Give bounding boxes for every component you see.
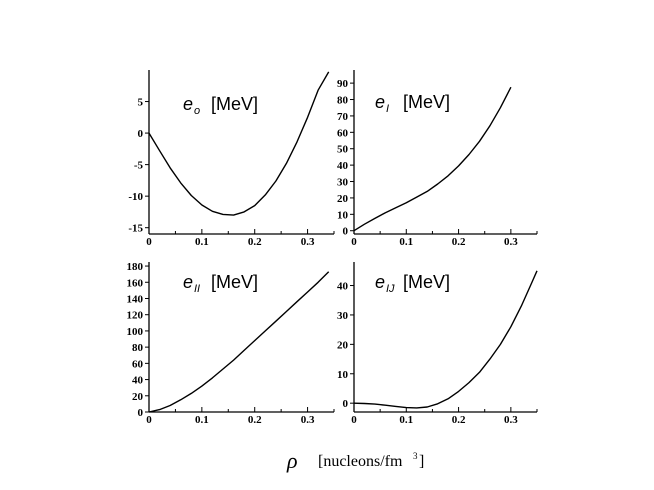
x-axis-units: [nucleons/fm <box>318 453 403 470</box>
x-tick-label: 0.1 <box>399 236 413 248</box>
y-tick-label: 100 <box>127 326 144 338</box>
y-tick-label: 5 <box>138 97 144 109</box>
panel-title-symbol: e <box>375 272 385 292</box>
y-tick-label: 140 <box>127 293 144 305</box>
x-tick-label: 0.3 <box>301 414 315 426</box>
panel-title-symbol: e <box>183 94 193 114</box>
y-tick-label: 50 <box>337 144 349 156</box>
panel-title: e IJ [MeV] <box>375 272 450 295</box>
x-axis-units-close: ] <box>419 453 424 470</box>
y-tick-label: 0 <box>343 398 349 410</box>
x-tick-label: 0.1 <box>195 236 209 248</box>
x-tick-label: 0 <box>146 236 152 248</box>
y-tick-label: 0 <box>138 128 144 140</box>
y-tick-label: 30 <box>337 177 349 189</box>
y-tick-label: 60 <box>337 127 349 139</box>
series-line <box>148 71 330 216</box>
y-tick-label: 120 <box>127 310 144 322</box>
x-tick-label: 0 <box>146 414 152 426</box>
panel-title-unit: [MeV] <box>211 272 258 292</box>
panel-title-subscript: II <box>194 283 200 295</box>
y-tick-label: 90 <box>337 78 349 90</box>
series-line <box>353 86 512 232</box>
panel-1: 0 0.1 0.2 0.3 5 0 -5 -10 -15 e o [MeV] <box>128 70 335 248</box>
x-tick-label: 0.2 <box>248 414 262 426</box>
x-axis-symbol: ρ <box>286 448 298 473</box>
x-tick-label: 0.1 <box>399 414 413 426</box>
y-tick-label: 0 <box>138 407 144 419</box>
panel-4: 0 0.1 0.2 0.3 40 30 20 10 0 e IJ [MeV] <box>337 262 538 426</box>
y-tick-label: -10 <box>128 191 143 203</box>
panel-title-subscript: o <box>194 105 200 117</box>
series-line <box>353 270 538 409</box>
panel-title-subscript: IJ <box>386 283 395 295</box>
panel-title: e I [MeV] <box>375 92 450 115</box>
y-tick-label: 20 <box>132 391 144 403</box>
y-tick-label: 40 <box>132 375 144 387</box>
x-tick-label: 0.3 <box>301 236 315 248</box>
y-tick-label: 10 <box>337 369 349 381</box>
x-tick-label: 0.2 <box>452 236 466 248</box>
x-tick-label: 0.1 <box>195 414 209 426</box>
y-tick-label: -15 <box>128 223 143 235</box>
panel-title-unit: [MeV] <box>403 272 450 292</box>
panel-title-unit: [MeV] <box>403 92 450 112</box>
x-tick-label: 0 <box>351 236 357 248</box>
x-tick-label: 0.2 <box>452 414 466 426</box>
x-tick-label: 0 <box>351 414 357 426</box>
panel-2: 0 0.1 0.2 0.3 90 80 70 60 50 40 30 20 10 0 e I [MeV] <box>337 70 538 248</box>
x-tick-label: 0.2 <box>248 236 262 248</box>
y-tick-label: 20 <box>337 193 349 205</box>
y-tick-label: 30 <box>337 310 349 322</box>
y-tick-label: 10 <box>337 209 349 221</box>
y-tick-label: 70 <box>337 111 349 123</box>
panel-title-unit: [MeV] <box>211 94 258 114</box>
y-tick-label: 160 <box>127 277 144 289</box>
y-tick-label: 80 <box>132 342 144 354</box>
panel-title: e o [MeV] <box>183 94 258 117</box>
y-tick-label: 20 <box>337 339 349 351</box>
y-tick-label: 180 <box>127 261 144 273</box>
x-tick-label: 0.3 <box>504 414 518 426</box>
y-tick-label: -5 <box>134 160 144 172</box>
y-tick-label: 80 <box>337 95 349 107</box>
panel-title-symbol: e <box>375 92 385 112</box>
y-tick-label: 40 <box>337 160 349 172</box>
y-tick-label: 40 <box>337 281 349 293</box>
y-tick-label: 0 <box>343 226 349 238</box>
x-axis-label: ρ [nucleons/fm 3 ] <box>286 448 424 473</box>
x-tick-label: 0.3 <box>504 236 518 248</box>
panel-title: e II [MeV] <box>183 272 258 295</box>
series-line <box>148 271 330 413</box>
panel-title-symbol: e <box>183 272 193 292</box>
y-tick-label: 60 <box>132 358 144 370</box>
panel-title-subscript: I <box>386 103 389 115</box>
x-axis-units-superscript: 3 <box>413 451 418 461</box>
